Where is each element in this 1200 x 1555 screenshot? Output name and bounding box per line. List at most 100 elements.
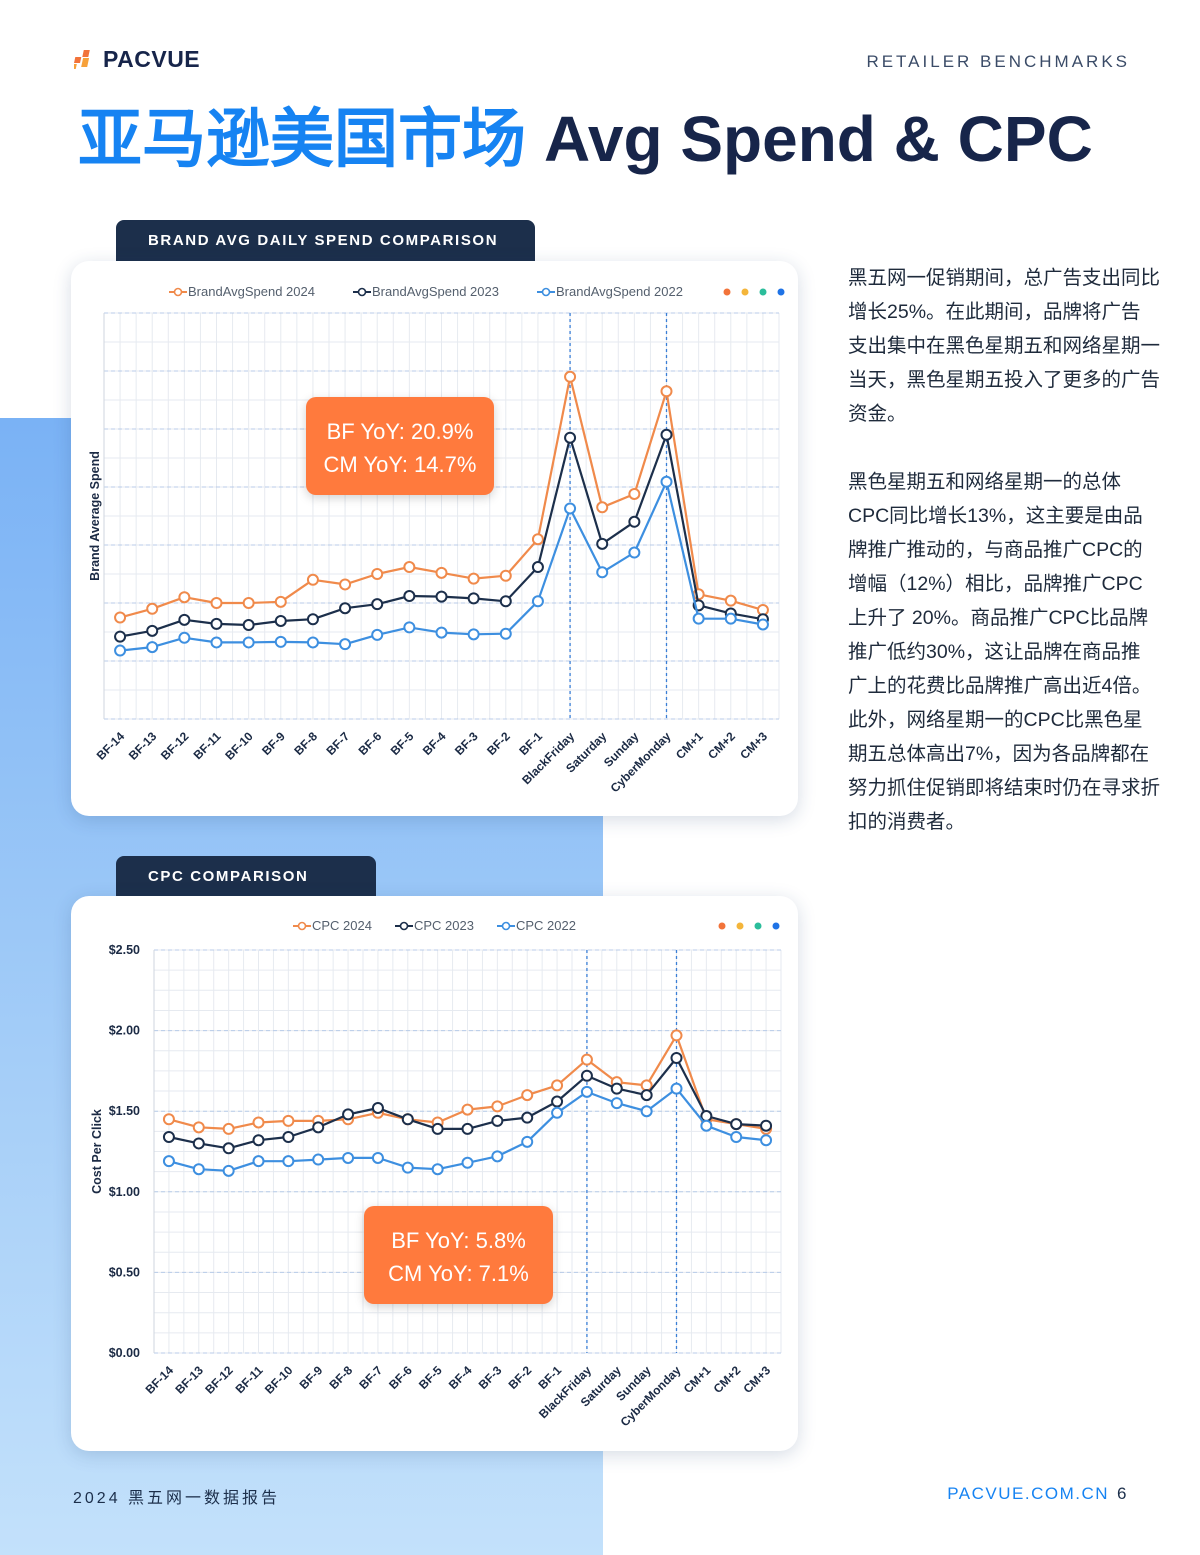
color-dot [723,288,731,296]
data-point-cpc-2022 [760,1134,773,1147]
y-tick-label: $2.00 [109,1024,140,1038]
page-title-cn: 亚马逊美国市场 [78,103,526,175]
data-point-cpc-2022 [580,1085,593,1098]
footer-site: PACVUE.COM.CN 6 [947,1484,1128,1504]
color-dots-icon [723,288,785,296]
data-point-cpc-2022 [640,1105,653,1118]
x-tick-label-cm-3: CM+3 [737,729,770,762]
data-point-brandavgspend-2022 [339,638,352,651]
x-tick-label-bf-3: BF-3 [452,729,481,758]
data-point-cpc-2022 [401,1161,414,1174]
x-tick-label-bf-11: BF-11 [191,729,224,762]
data-point-cpc-2023 [342,1108,355,1121]
data-point-cpc-2024 [580,1053,593,1066]
x-tick-label-cm-1: CM+1 [681,1363,714,1396]
x-tick-label-bf-6: BF-6 [356,729,385,758]
data-point-brandavgspend-2023 [531,561,544,574]
footer-report-title: 2024 黑五网一数据报告 [73,1490,281,1507]
data-point-brandavgspend-2022 [756,618,769,631]
color-dot [772,922,780,930]
data-point-cpc-2024 [252,1116,265,1129]
data-point-brandavgspend-2022 [692,612,705,625]
logo-text: PACVUE [103,46,201,72]
data-point-brandavgspend-2022 [564,502,577,515]
data-point-brandavgspend-2024 [596,501,609,514]
data-point-brandavgspend-2022 [403,621,416,634]
data-point-cpc-2023 [580,1069,593,1082]
legend-item-brandavgspend-2023: BrandAvgSpend 2023 [353,284,499,299]
data-point-cpc-2022 [162,1155,175,1168]
page-title: 亚马逊美国市场 Avg Spend & CPC [78,104,1093,174]
x-tick-label-bf-5: BF-5 [416,1363,445,1392]
cpc-chart-card: $0.00 $0.50 $1.00 $1.50 $2.00 $2.50 Cost Per C… [71,896,798,1451]
cpc-bf-yoy: BF YoY: 5.8% [391,1228,526,1253]
y-tick-label: $1.00 [109,1185,140,1199]
y-tick-label: $2.50 [109,943,140,957]
data-point-brandavgspend-2022 [499,627,512,640]
legend-item-brandavgspend-2022: BrandAvgSpend 2022 [537,284,683,299]
x-tick-label-bf-6: BF-6 [386,1363,415,1392]
data-point-brandavgspend-2022 [178,631,191,644]
data-point-cpc-2024 [491,1100,504,1113]
legend-label: BrandAvgSpend 2023 [372,284,499,299]
legend-label: CPC 2022 [516,918,576,933]
data-point-brandavgspend-2022 [596,566,609,579]
page-number: 6 [1117,1484,1128,1503]
data-point-brandavgspend-2024 [564,370,577,383]
series-brandavgspend-2023 [114,428,769,643]
data-point-brandavgspend-2023 [178,613,191,626]
cpc-section-tab: CPC COMPARISON [116,856,376,898]
data-point-cpc-2022 [461,1156,474,1169]
data-point-brandavgspend-2024 [403,561,416,574]
data-point-brandavgspend-2022 [531,595,544,608]
color-dots-icon [718,922,780,930]
data-point-cpc-2023 [700,1110,713,1123]
color-dot [759,288,767,296]
x-tick-label-bf-7: BF-7 [323,729,352,758]
footer-url-link[interactable]: PACVUE.COM.CN [947,1484,1110,1503]
y-axis-title: Brand Average Spend [88,451,102,581]
data-point-cpc-2022 [670,1082,683,1095]
commentary-paragraph-1: 黑五网一促销期间，总广告支出同比增长25%。在此期间，品牌将广告支出集中在黑色星… [848,267,1161,425]
data-point-cpc-2022 [700,1119,713,1132]
data-point-brandavgspend-2023 [660,428,673,441]
data-point-brandavgspend-2022 [435,626,448,639]
data-point-cpc-2023 [252,1134,265,1147]
data-point-cpc-2023 [312,1121,325,1134]
legend: BrandAvgSpend 2024 BrandAvgSpend 2023 Bran… [169,284,683,299]
data-point-cpc-2022 [491,1150,504,1163]
data-point-brandavgspend-2024 [531,533,544,546]
pacvue-logo-icon [74,49,90,69]
data-point-brandavgspend-2023 [242,619,255,632]
color-dot [741,288,749,296]
data-point-cpc-2022 [192,1163,205,1176]
data-point-cpc-2023 [670,1052,683,1065]
x-tick-label-bf-12: BF-12 [158,729,192,763]
data-point-cpc-2022 [730,1130,743,1143]
data-point-brandavgspend-2022 [146,641,159,654]
x-tick-label-cm-1: CM+1 [673,729,706,762]
data-point-cpc-2023 [760,1119,773,1132]
series-brandavgspend-2022 [114,475,769,657]
x-tick-label-bf-9: BF-9 [297,1363,326,1392]
data-point-cpc-2024 [222,1122,235,1135]
color-dot [777,288,785,296]
data-point-cpc-2023 [222,1142,235,1155]
data-point-brandavgspend-2023 [306,613,319,626]
data-point-cpc-2022 [431,1163,444,1176]
grid [103,312,780,720]
x-tick-label-bf-2: BF-2 [484,729,513,758]
data-point-cpc-2023 [610,1082,623,1095]
data-point-brandavgspend-2023 [371,598,384,611]
color-dot [736,922,744,930]
legend-marker [297,921,307,931]
data-point-cpc-2022 [222,1164,235,1177]
data-point-cpc-2024 [162,1113,175,1126]
data-point-cpc-2024 [521,1089,534,1102]
x-tick-label-bf-7: BF-7 [356,1363,385,1392]
legend-item-cpc-2022: CPC 2022 [497,918,576,933]
data-point-brandavgspend-2024 [467,572,480,585]
x-tick-label-bf-4: BF-4 [420,729,449,758]
data-point-cpc-2023 [192,1137,205,1150]
